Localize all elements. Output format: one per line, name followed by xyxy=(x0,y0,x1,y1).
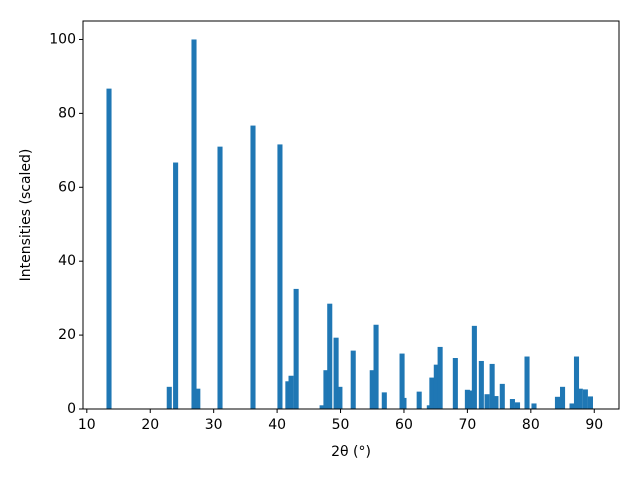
x-tick-label: 30 xyxy=(205,417,223,433)
bar xyxy=(531,403,537,409)
bar xyxy=(288,375,294,409)
x-tick-label: 60 xyxy=(395,417,413,433)
bar xyxy=(573,356,580,409)
bar xyxy=(293,288,299,409)
bar xyxy=(489,363,495,409)
x-tick-label: 40 xyxy=(268,417,286,433)
bar xyxy=(106,88,112,409)
bar xyxy=(381,392,387,409)
x-tick-label: 50 xyxy=(332,417,350,433)
bar xyxy=(493,396,499,409)
bar xyxy=(369,370,375,409)
bar xyxy=(401,397,407,409)
x-tick-label: 20 xyxy=(141,417,159,433)
bar xyxy=(323,370,329,409)
bar xyxy=(426,405,432,409)
x-tick-label: 70 xyxy=(458,417,476,433)
bar xyxy=(499,383,505,409)
bar xyxy=(277,144,283,409)
bar xyxy=(478,360,484,409)
bar xyxy=(173,162,179,409)
y-axis-label: Intensities (scaled) xyxy=(18,149,34,282)
bar xyxy=(464,389,470,409)
bar xyxy=(429,377,435,409)
bar xyxy=(250,125,256,409)
bar xyxy=(569,403,575,409)
x-tick-label: 90 xyxy=(585,417,603,433)
plot-frame xyxy=(82,20,620,410)
bar xyxy=(285,381,291,409)
bar xyxy=(327,303,333,409)
bar xyxy=(399,353,405,409)
bar xyxy=(484,394,490,409)
bar xyxy=(452,358,458,409)
bar xyxy=(337,386,343,409)
bar xyxy=(509,399,515,409)
bar xyxy=(319,405,325,409)
bar xyxy=(191,39,197,409)
bar xyxy=(471,325,477,409)
bar xyxy=(416,391,422,409)
bar xyxy=(468,390,474,409)
bar xyxy=(554,396,561,409)
bar xyxy=(582,389,588,409)
y-tick-label: 0 xyxy=(67,401,76,417)
bar xyxy=(166,386,172,409)
y-tick-label: 100 xyxy=(49,31,76,47)
bar xyxy=(524,356,530,409)
bar xyxy=(373,324,379,409)
x-tick-label: 10 xyxy=(78,417,96,433)
y-tick-label: 40 xyxy=(58,253,76,269)
y-tick-label: 80 xyxy=(58,105,76,121)
bar xyxy=(350,350,356,409)
bar xyxy=(217,146,223,409)
bar xyxy=(577,388,583,409)
bar xyxy=(333,337,339,409)
bar xyxy=(514,402,521,409)
bar xyxy=(433,364,439,409)
bar xyxy=(560,386,566,409)
bar xyxy=(195,388,201,409)
y-tick-label: 20 xyxy=(58,327,76,343)
bar xyxy=(437,346,443,409)
x-tick-label: 80 xyxy=(522,417,540,433)
x-axis-label: 2θ (°) xyxy=(331,444,371,460)
bar xyxy=(587,396,593,409)
y-tick-label: 60 xyxy=(58,179,76,195)
